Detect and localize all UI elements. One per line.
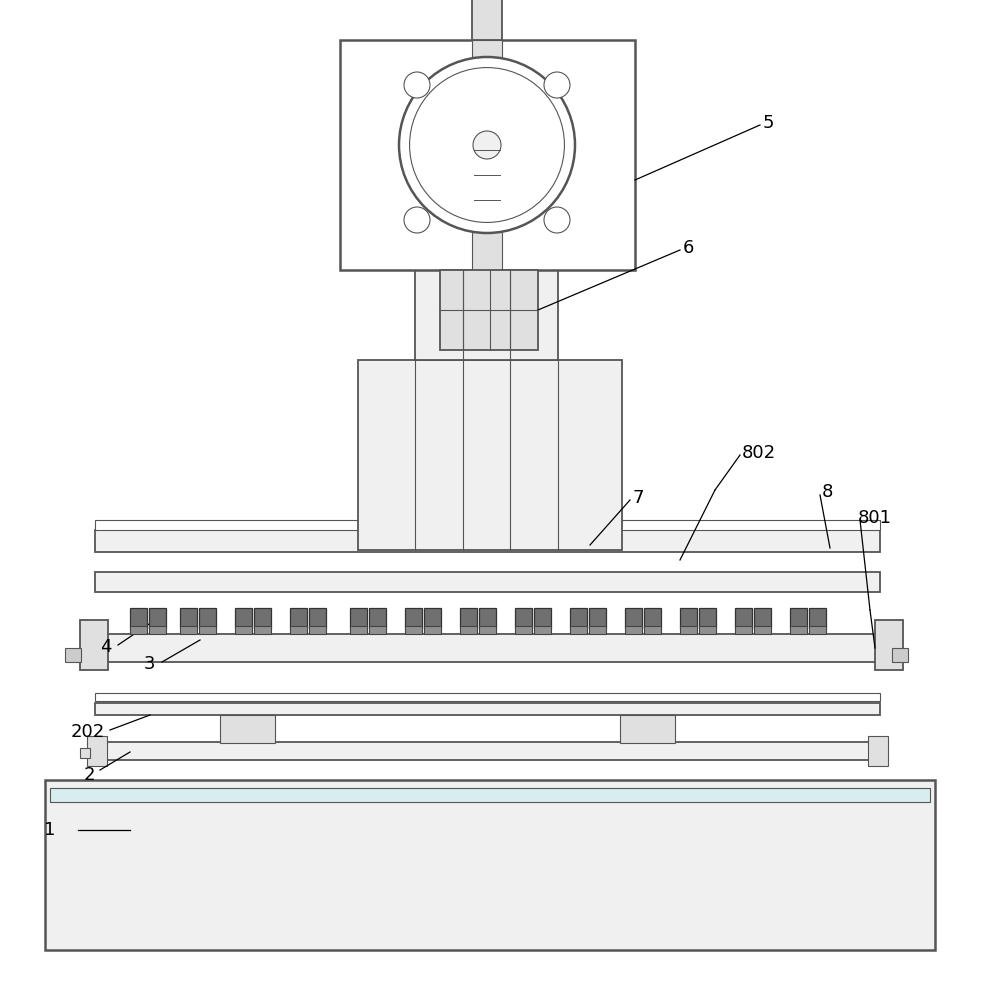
Circle shape <box>399 57 575 233</box>
Bar <box>50 788 930 802</box>
Bar <box>340 40 635 270</box>
Bar <box>644 626 661 634</box>
Bar <box>479 626 496 634</box>
Bar <box>369 626 386 634</box>
Bar <box>95 693 880 701</box>
Bar <box>80 748 90 758</box>
Bar <box>735 626 752 634</box>
Bar <box>790 608 807 628</box>
Bar <box>868 736 888 766</box>
Bar <box>405 608 422 628</box>
Bar <box>95 703 880 715</box>
Bar <box>790 626 807 634</box>
Bar <box>809 626 826 634</box>
Bar <box>180 608 197 628</box>
Bar <box>415 270 558 360</box>
Bar <box>350 626 367 634</box>
Bar <box>80 620 108 670</box>
Bar <box>290 626 307 634</box>
Bar <box>424 608 441 628</box>
Bar <box>309 608 326 628</box>
Bar <box>570 626 587 634</box>
Bar <box>472 0 502 40</box>
Bar <box>892 648 908 662</box>
Bar <box>515 626 532 634</box>
Bar <box>358 360 622 550</box>
Circle shape <box>473 131 501 159</box>
Bar <box>735 608 752 628</box>
Bar <box>699 626 716 634</box>
Bar <box>254 608 271 628</box>
Circle shape <box>404 72 430 98</box>
Bar <box>589 626 606 634</box>
Bar <box>235 608 252 628</box>
Bar <box>149 608 166 628</box>
Bar <box>754 626 771 634</box>
Bar <box>460 608 477 628</box>
Bar <box>350 608 367 628</box>
Bar <box>290 608 307 628</box>
Bar <box>534 608 551 628</box>
Bar <box>180 626 197 634</box>
Circle shape <box>544 72 570 98</box>
Text: 801: 801 <box>858 509 892 527</box>
Bar <box>875 620 903 670</box>
Bar <box>199 626 216 634</box>
Text: 7: 7 <box>633 489 644 507</box>
Text: 2: 2 <box>83 766 95 784</box>
Bar <box>534 626 551 634</box>
Bar <box>95 530 880 552</box>
Bar <box>460 626 477 634</box>
Bar <box>515 608 532 628</box>
Bar <box>130 626 147 634</box>
Bar <box>620 715 675 743</box>
Bar <box>87 736 107 766</box>
Bar <box>680 608 697 628</box>
Text: 4: 4 <box>100 638 112 656</box>
Bar <box>220 715 275 743</box>
Bar <box>95 520 880 530</box>
Circle shape <box>410 68 565 222</box>
Bar <box>589 608 606 628</box>
Bar <box>405 626 422 634</box>
Bar <box>424 626 441 634</box>
Circle shape <box>544 207 570 233</box>
Bar <box>440 270 538 350</box>
Bar <box>149 626 166 634</box>
Bar <box>95 634 880 662</box>
Bar <box>644 608 661 628</box>
Bar <box>625 626 642 634</box>
Bar <box>97 522 878 530</box>
Bar <box>45 780 935 950</box>
Bar <box>479 608 496 628</box>
Circle shape <box>404 207 430 233</box>
Text: 5: 5 <box>763 114 774 132</box>
Bar <box>65 648 81 662</box>
Text: 6: 6 <box>683 239 695 257</box>
Bar <box>130 608 147 628</box>
Text: 202: 202 <box>71 723 105 741</box>
Bar <box>699 608 716 628</box>
Bar <box>680 626 697 634</box>
Bar <box>369 608 386 628</box>
Bar <box>472 40 502 270</box>
Bar <box>95 742 880 760</box>
Bar <box>254 626 271 634</box>
Text: 8: 8 <box>822 483 833 501</box>
Bar <box>754 608 771 628</box>
Bar <box>199 608 216 628</box>
Bar <box>235 626 252 634</box>
Text: 802: 802 <box>742 444 776 462</box>
Bar <box>309 626 326 634</box>
Text: 1: 1 <box>44 821 55 839</box>
Bar <box>625 608 642 628</box>
Bar <box>809 608 826 628</box>
Text: 3: 3 <box>143 655 155 673</box>
Bar <box>570 608 587 628</box>
Bar <box>95 572 880 592</box>
